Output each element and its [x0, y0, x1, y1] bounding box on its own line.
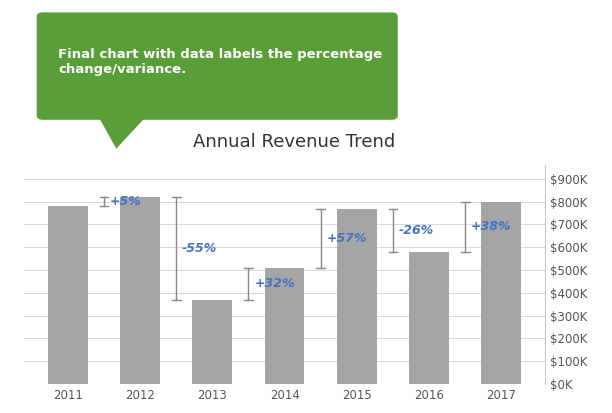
Text: Final chart with data labels the percentage
change/variance.: Final chart with data labels the percent… [58, 48, 382, 76]
Text: Annual Revenue Trend: Annual Revenue Trend [193, 133, 395, 151]
Text: +32%: +32% [254, 277, 295, 290]
Text: +57%: +57% [326, 232, 367, 244]
Text: +38%: +38% [471, 220, 512, 233]
Text: -55%: -55% [182, 242, 217, 255]
Bar [120, 197, 160, 384]
Bar [482, 202, 521, 384]
Bar [265, 268, 304, 384]
Text: -26%: -26% [399, 224, 434, 237]
Bar [409, 252, 449, 384]
Text: +5%: +5% [110, 195, 141, 208]
Bar [48, 206, 88, 384]
Bar [337, 209, 377, 384]
Bar [192, 300, 232, 384]
